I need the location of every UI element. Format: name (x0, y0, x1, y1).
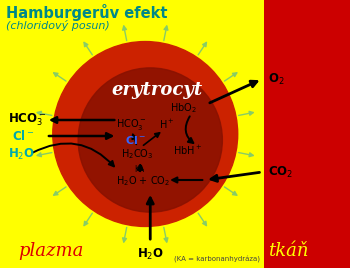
Text: H$_2$O + CO$_2$: H$_2$O + CO$_2$ (116, 174, 170, 188)
Circle shape (78, 68, 222, 212)
Text: KA: KA (134, 165, 144, 173)
Text: erytrocyt: erytrocyt (112, 81, 203, 99)
Bar (264, 0, 350, 268)
Text: O$_2$: O$_2$ (268, 72, 285, 87)
Text: Cl$^-$: Cl$^-$ (125, 134, 146, 146)
Text: CO$_2$: CO$_2$ (268, 165, 293, 180)
Text: H$_2$CO$_3$: H$_2$CO$_3$ (121, 147, 153, 161)
Text: HbH$^+$: HbH$^+$ (173, 143, 202, 157)
Text: (chloridový posun): (chloridový posun) (6, 20, 110, 31)
Text: H$_2$O: H$_2$O (8, 146, 35, 162)
Text: (KA = karbonanhydráza): (KA = karbonanhydráza) (174, 256, 260, 263)
Text: Hamburgerův efekt: Hamburgerův efekt (6, 4, 168, 21)
Text: Cl$^-$: Cl$^-$ (12, 129, 34, 143)
Text: HCO$_3^-$: HCO$_3^-$ (116, 117, 146, 132)
Text: HCO$_3^-$: HCO$_3^-$ (8, 112, 46, 128)
Circle shape (53, 42, 238, 226)
Text: tkáň: tkáň (268, 242, 309, 260)
Text: H$^+$: H$^+$ (160, 117, 175, 131)
Text: HbO$_2$: HbO$_2$ (170, 101, 197, 115)
Text: plazma: plazma (18, 242, 83, 260)
Text: H$_2$O: H$_2$O (137, 247, 164, 262)
